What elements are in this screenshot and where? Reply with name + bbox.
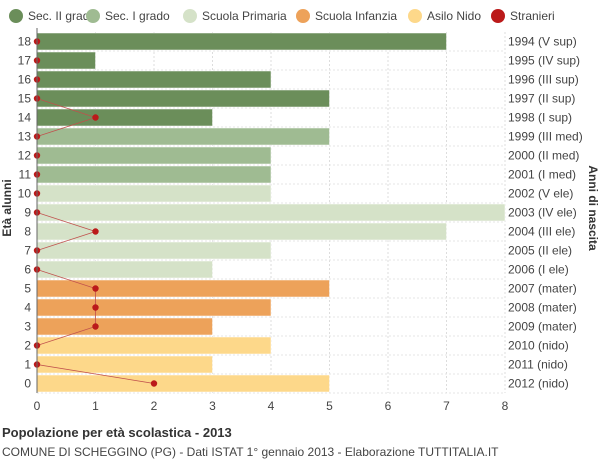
x-tick-label: 2 — [151, 399, 158, 413]
bar — [36, 374, 330, 393]
y-tick-label-age: 7 — [24, 244, 31, 258]
bar — [36, 70, 272, 89]
x-tick-label: 3 — [209, 399, 216, 413]
bar — [36, 279, 330, 298]
legend-label: Scuola Primaria — [202, 9, 287, 23]
x-tick-label: 5 — [326, 399, 333, 413]
y-tick-label-age: 0 — [24, 377, 31, 391]
y-tick-label-birth: 2007 (mater) — [508, 282, 577, 296]
x-tick-label: 0 — [34, 399, 41, 413]
y-tick-label-birth: 1997 (II sup) — [508, 92, 575, 106]
foreign-point — [92, 304, 99, 311]
y-tick-label-birth: 2009 (mater) — [508, 320, 577, 334]
y-tick-label-age: 15 — [18, 92, 32, 106]
y-axis-label-left: Età alunni — [0, 179, 14, 236]
foreign-point — [92, 228, 99, 235]
y-tick-label-birth: 1999 (III med) — [508, 130, 583, 144]
bar — [36, 165, 272, 184]
bar — [36, 127, 330, 146]
legend-label: Stranieri — [510, 9, 555, 23]
y-tick-label-age: 14 — [18, 111, 32, 125]
legend-label: Asilo Nido — [427, 9, 481, 23]
y-tick-label-age: 6 — [24, 263, 31, 277]
bar — [36, 184, 272, 203]
legend-label: Scuola Infanzia — [315, 9, 397, 23]
y-tick-label-birth: 2003 (IV ele) — [508, 206, 577, 220]
y-tick-label-birth: 1994 (V sup) — [508, 35, 577, 49]
chart-bars — [36, 32, 506, 393]
x-tick-label: 8 — [502, 399, 509, 413]
bar — [36, 89, 330, 108]
y-tick-label-age: 8 — [24, 225, 31, 239]
legend-swatch — [86, 9, 100, 23]
bar — [36, 355, 213, 374]
y-tick-label-birth: 2011 (nido) — [508, 358, 568, 372]
legend-swatch — [183, 9, 197, 23]
y-tick-label-age: 11 — [19, 168, 32, 182]
y-tick-label-birth: 2005 (II ele) — [508, 244, 572, 258]
y-tick-label-age: 5 — [24, 282, 31, 296]
chart-title: Popolazione per età scolastica - 2013 — [2, 425, 232, 440]
y-tick-label-age: 1 — [24, 358, 31, 372]
y-tick-label-birth: 1995 (IV sup) — [508, 54, 580, 68]
y-tick-label-birth: 2000 (II med) — [508, 149, 579, 163]
x-tick-label: 7 — [443, 399, 450, 413]
bar — [36, 203, 506, 222]
legend-swatch — [296, 9, 310, 23]
y-tick-label-birth: 2006 (I ele) — [508, 263, 569, 277]
y-tick-label-age: 12 — [18, 149, 32, 163]
legend-swatch — [9, 9, 23, 23]
y-tick-label-age: 4 — [24, 301, 31, 315]
y-tick-label-birth: 2008 (mater) — [508, 301, 577, 315]
y-tick-label-birth: 2002 (V ele) — [508, 187, 573, 201]
chart-subtitle: COMUNE DI SCHEGGINO (PG) - Dati ISTAT 1°… — [2, 445, 499, 459]
bar — [36, 298, 272, 317]
bar — [36, 241, 272, 260]
bar — [36, 108, 213, 127]
y-tick-label-birth: 2004 (III ele) — [508, 225, 575, 239]
y-tick-label-age: 18 — [18, 35, 32, 49]
foreign-point — [92, 285, 99, 292]
bar — [36, 32, 447, 51]
chart-legend: Sec. II grado Sec. I grado Scuola Primaria… — [9, 9, 555, 23]
legend-swatch — [491, 9, 505, 23]
bar — [36, 146, 272, 165]
y-axis-label-right: Anni di nascita — [586, 165, 600, 251]
legend-swatch — [408, 9, 422, 23]
y-tick-label-age: 16 — [18, 73, 32, 87]
y-tick-label-age: 10 — [18, 187, 32, 201]
y-tick-label-age: 3 — [24, 320, 31, 334]
y-tick-label-birth: 2010 (nido) — [508, 339, 569, 353]
y-tick-label-age: 9 — [24, 206, 31, 220]
y-tick-label-age: 2 — [24, 339, 31, 353]
y-tick-label-age: 13 — [18, 130, 32, 144]
y-tick-label-birth: 1996 (III sup) — [508, 73, 579, 87]
bar — [36, 51, 96, 70]
legend-label: Sec. I grado — [105, 9, 170, 23]
legend-label: Sec. II grado — [28, 9, 96, 23]
bar — [36, 336, 272, 355]
age-distribution-chart: Sec. II grado Sec. I grado Scuola Primaria… — [0, 9, 600, 413]
bar — [36, 260, 213, 279]
y-tick-label-birth: 1998 (I sup) — [508, 111, 572, 125]
y-tick-label-age: 17 — [18, 54, 32, 68]
bar — [36, 317, 213, 336]
foreign-point — [150, 380, 158, 387]
x-tick-label: 1 — [92, 399, 99, 413]
y-tick-label-birth: 2012 (nido) — [508, 377, 569, 391]
x-tick-label: 6 — [385, 399, 392, 413]
foreign-point — [92, 114, 99, 121]
chart-axes: 0 1 2 3 4 5 6 7 818 1994 (V sup)17 1995 (IV sup)16… — [18, 28, 583, 413]
foreign-point — [92, 323, 99, 330]
x-tick-label: 4 — [268, 399, 275, 413]
y-tick-label-birth: 2001 (I med) — [508, 168, 576, 182]
